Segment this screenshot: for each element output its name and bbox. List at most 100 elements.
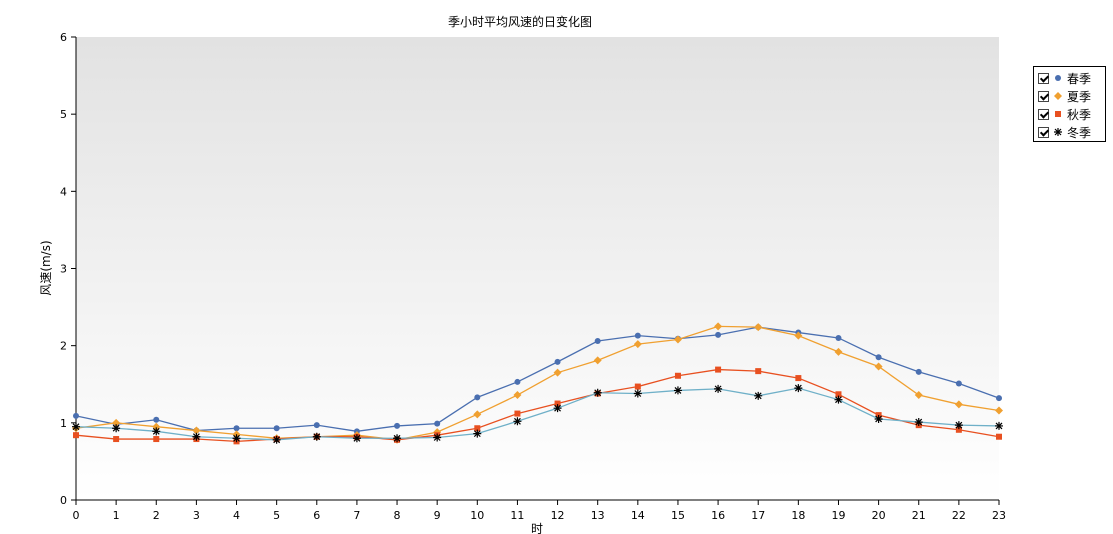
x-tick-label: 2: [153, 509, 160, 522]
legend-marker-shape: [1054, 92, 1062, 100]
data-point-diamond: [112, 418, 121, 427]
data-point-star: [633, 389, 642, 398]
data-point-circle: [955, 380, 962, 387]
legend-marker-star-icon: [1054, 128, 1062, 136]
series-line-circle: [75, 326, 1000, 432]
data-point-circle: [875, 354, 882, 361]
data-point-star: [914, 418, 923, 427]
data-point-circle: [434, 420, 441, 427]
data-point-diamond: [553, 368, 562, 377]
series-line-diamond: [75, 325, 1000, 441]
legend-item-diamond[interactable]: 夏季: [1038, 87, 1105, 105]
data-point-star: [794, 384, 803, 393]
legend-item-circle[interactable]: 春季: [1038, 69, 1105, 87]
data-point-star: [473, 429, 482, 438]
data-point-diamond: [673, 335, 682, 344]
data-point-square: [795, 375, 802, 382]
x-tick-label: 20: [872, 509, 886, 522]
data-point-circle: [634, 332, 641, 339]
series-line-square: [75, 368, 1000, 443]
x-tick-label: 9: [434, 509, 441, 522]
data-point-star: [593, 388, 602, 397]
data-point-diamond: [834, 347, 843, 356]
x-tick-label: 22: [952, 509, 966, 522]
data-point-star: [312, 432, 321, 441]
data-point-star: [834, 395, 843, 404]
y-tick-label: 5: [60, 108, 67, 121]
legend-checkbox[interactable]: [1038, 90, 1049, 102]
legend-item-square[interactable]: 秋季: [1038, 105, 1105, 123]
legend-checkbox[interactable]: [1038, 108, 1049, 120]
data-point-star: [393, 434, 402, 443]
data-point-star: [553, 404, 562, 413]
data-point-star: [513, 417, 522, 426]
data-point-circle: [996, 395, 1002, 402]
data-point-diamond: [192, 426, 201, 435]
x-tick-label: 16: [711, 509, 725, 522]
x-tick-label: 23: [992, 509, 1006, 522]
data-point-square: [634, 383, 641, 390]
data-point-square: [674, 372, 681, 379]
series-star: [72, 384, 1003, 444]
y-tick-label: 2: [60, 340, 67, 353]
x-tick-label: 12: [551, 509, 565, 522]
data-point-circle: [514, 378, 521, 385]
x-tick-label: 19: [831, 509, 845, 522]
data-point-circle: [835, 334, 842, 341]
data-point-square: [113, 436, 120, 443]
y-tick-label: 3: [60, 263, 67, 276]
legend-checkbox[interactable]: [1038, 72, 1049, 84]
data-point-square: [955, 426, 962, 433]
data-point-circle: [915, 368, 922, 375]
data-point-circle: [273, 425, 280, 432]
data-point-star: [714, 384, 723, 393]
data-point-square: [153, 436, 160, 443]
data-point-square: [554, 400, 561, 407]
y-tick-label: 1: [60, 417, 67, 430]
x-tick-label: 5: [273, 509, 280, 522]
legend-checkbox[interactable]: [1038, 126, 1049, 138]
data-point-diamond: [714, 322, 723, 331]
data-point-circle: [554, 358, 561, 365]
data-point-star: [995, 421, 1003, 430]
data-point-circle: [394, 422, 401, 429]
y-tick-label: 6: [60, 31, 67, 44]
legend-label: 夏季: [1067, 89, 1092, 104]
legend-marker-square-icon: [1055, 111, 1061, 117]
data-point-circle: [73, 412, 79, 419]
series-line-star: [75, 387, 1000, 441]
x-tick-label: 3: [193, 509, 200, 522]
x-tick-label: 18: [791, 509, 805, 522]
x-tick-label: 4: [233, 509, 240, 522]
data-point-circle: [233, 425, 240, 432]
data-point-square: [73, 432, 79, 439]
y-tick-label: 0: [60, 494, 67, 507]
data-point-star: [232, 434, 241, 443]
x-tick-label: 1: [113, 509, 120, 522]
data-point-star: [152, 427, 161, 436]
legend-label: 春季: [1067, 71, 1092, 86]
x-tick-label: 17: [751, 509, 765, 522]
data-point-star: [112, 424, 121, 433]
legend-item-star[interactable]: 冬季: [1038, 123, 1105, 141]
y-axis-title: 风速(m/s): [39, 240, 53, 295]
data-point-circle: [715, 331, 722, 338]
legend-marker-shape: [1055, 75, 1061, 81]
data-point-diamond: [754, 323, 763, 332]
data-point-star: [874, 414, 883, 423]
x-tick-label: 15: [671, 509, 685, 522]
data-point-square: [514, 410, 521, 417]
x-tick-label: 8: [394, 509, 401, 522]
legend-label: 冬季: [1067, 125, 1092, 140]
data-point-diamond: [593, 356, 602, 365]
data-point-star: [272, 435, 281, 444]
data-point-diamond: [914, 391, 923, 400]
legend-marker-circle-icon: [1055, 75, 1061, 81]
data-point-circle: [313, 422, 320, 429]
x-tick-label: 7: [353, 509, 360, 522]
data-point-star: [352, 434, 361, 443]
data-point-square: [715, 366, 722, 373]
x-tick-label: 21: [912, 509, 926, 522]
data-point-diamond: [794, 331, 803, 340]
